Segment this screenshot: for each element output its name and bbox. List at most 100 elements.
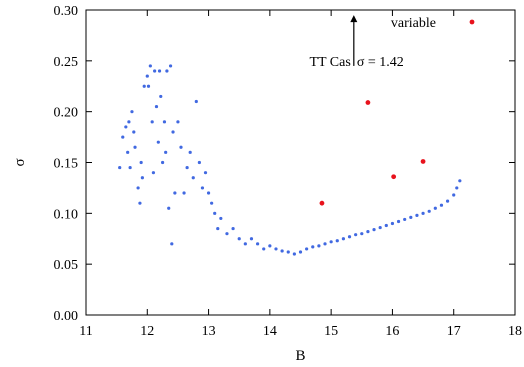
data-point [179,145,183,149]
data-point [445,199,450,203]
data-point [439,203,444,207]
y-tick-label: 0.25 [54,55,79,70]
data-point [191,176,195,180]
data-point [154,104,159,109]
data-point [225,232,229,236]
data-point [165,69,169,73]
y-tick-label: 0.15 [54,157,79,172]
data-point [311,245,315,249]
data-point [305,247,309,251]
data-point [249,237,254,241]
data-point [161,160,165,165]
data-point [409,215,413,219]
data-point [197,160,201,165]
data-point [317,244,321,248]
y-tick-label: 0.10 [54,207,79,222]
data-point [203,171,208,175]
plot-frame [85,9,516,316]
data-point [168,64,173,68]
x-tick-label: 18 [508,324,522,339]
data-point [167,206,171,210]
data-point [121,135,125,139]
x-tick-label: 13 [202,324,216,339]
data-point [286,250,290,254]
data-point [341,237,345,241]
data-point [243,242,247,246]
x-tick-label: 17 [447,324,461,339]
data-point [173,191,177,195]
data-point [185,165,189,170]
annotation-arrow-head [350,15,358,23]
data-point [118,165,122,170]
data-point [176,120,180,124]
data-point [127,120,131,124]
y-tick-label: 0.30 [54,4,79,19]
x-tick-label: 14 [263,324,277,339]
data-point [335,239,339,243]
data-point [146,84,151,88]
legend: variable [391,16,475,31]
data-point [421,211,425,215]
data-point [384,223,388,228]
data-point [458,179,462,183]
data-point [268,244,272,248]
data-point [274,247,278,251]
x-tick-label: 15 [324,324,338,339]
data-point [354,233,358,237]
data-point [124,125,128,129]
data-point [216,226,220,231]
data-point [280,249,284,253]
data-point [427,209,431,213]
data-point [139,160,143,165]
data-point [128,165,132,170]
data-point [200,186,205,190]
data-point [298,250,303,254]
legend-entry-label: variable [391,16,436,31]
legend-entry-marker [469,19,475,25]
data-point [182,191,186,195]
variable-point [420,159,426,164]
data-point [136,186,140,190]
data-point [329,240,333,244]
data-point [256,242,260,246]
data-point [157,69,162,73]
data-points [118,64,462,256]
data-point [452,193,456,197]
y-tick-label: 0.05 [54,258,79,273]
x-tick-label: 11 [79,324,92,339]
data-point [171,130,175,134]
data-point [159,94,163,99]
data-point [142,84,146,88]
data-point [372,228,376,232]
axis-ticks: 11 12 13 14 15 16 17 18 0.00 0.05 0.10 0.15 0.20 0.25… [54,4,523,339]
data-point [145,74,149,78]
data-point [360,232,364,236]
data-point [396,219,401,224]
data-point [164,150,168,154]
data-point [347,235,352,239]
plot-area [85,9,516,316]
data-point [162,120,167,124]
data-point [148,64,152,68]
annotation-value: σ = 1.42 [357,55,404,70]
data-point [292,252,296,256]
data-point [140,176,144,180]
data-point [390,221,395,226]
variable-point [391,174,397,180]
data-point [403,217,407,222]
y-tick-label: 0.20 [54,106,79,121]
data-point [415,213,419,217]
data-point [150,120,154,124]
data-point [206,191,211,195]
data-point [231,226,235,231]
variable-point [365,100,371,105]
data-point [126,150,130,154]
data-point [219,216,223,221]
data-point [323,242,327,246]
annotation-label: TT Cas [309,55,350,70]
data-point [366,230,370,234]
y-axis-label: σ [12,158,28,166]
data-point [132,130,136,134]
data-point [237,237,241,241]
